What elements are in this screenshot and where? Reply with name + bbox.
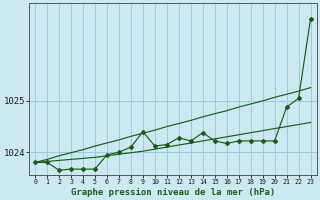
X-axis label: Graphe pression niveau de la mer (hPa): Graphe pression niveau de la mer (hPa): [71, 188, 275, 197]
